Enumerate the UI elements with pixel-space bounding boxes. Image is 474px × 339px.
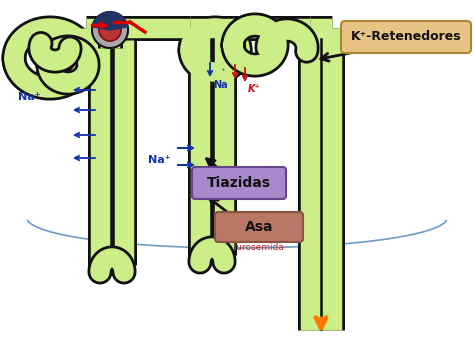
Text: furosemida: furosemida	[234, 243, 284, 253]
Text: Asa: Asa	[245, 220, 273, 234]
Text: Na⁺: Na⁺	[148, 155, 171, 165]
Wedge shape	[92, 12, 128, 30]
Text: Na: Na	[213, 80, 228, 90]
FancyBboxPatch shape	[215, 212, 303, 242]
Text: K⁺-Retenedores: K⁺-Retenedores	[351, 31, 461, 43]
FancyBboxPatch shape	[341, 21, 471, 53]
Circle shape	[92, 12, 128, 48]
Text: ⁺: ⁺	[220, 67, 225, 76]
Circle shape	[99, 19, 121, 41]
Text: Na⁺: Na⁺	[18, 92, 41, 102]
Text: K⁺: K⁺	[248, 84, 261, 94]
FancyBboxPatch shape	[192, 167, 286, 199]
Text: Tiazidas: Tiazidas	[207, 176, 271, 190]
